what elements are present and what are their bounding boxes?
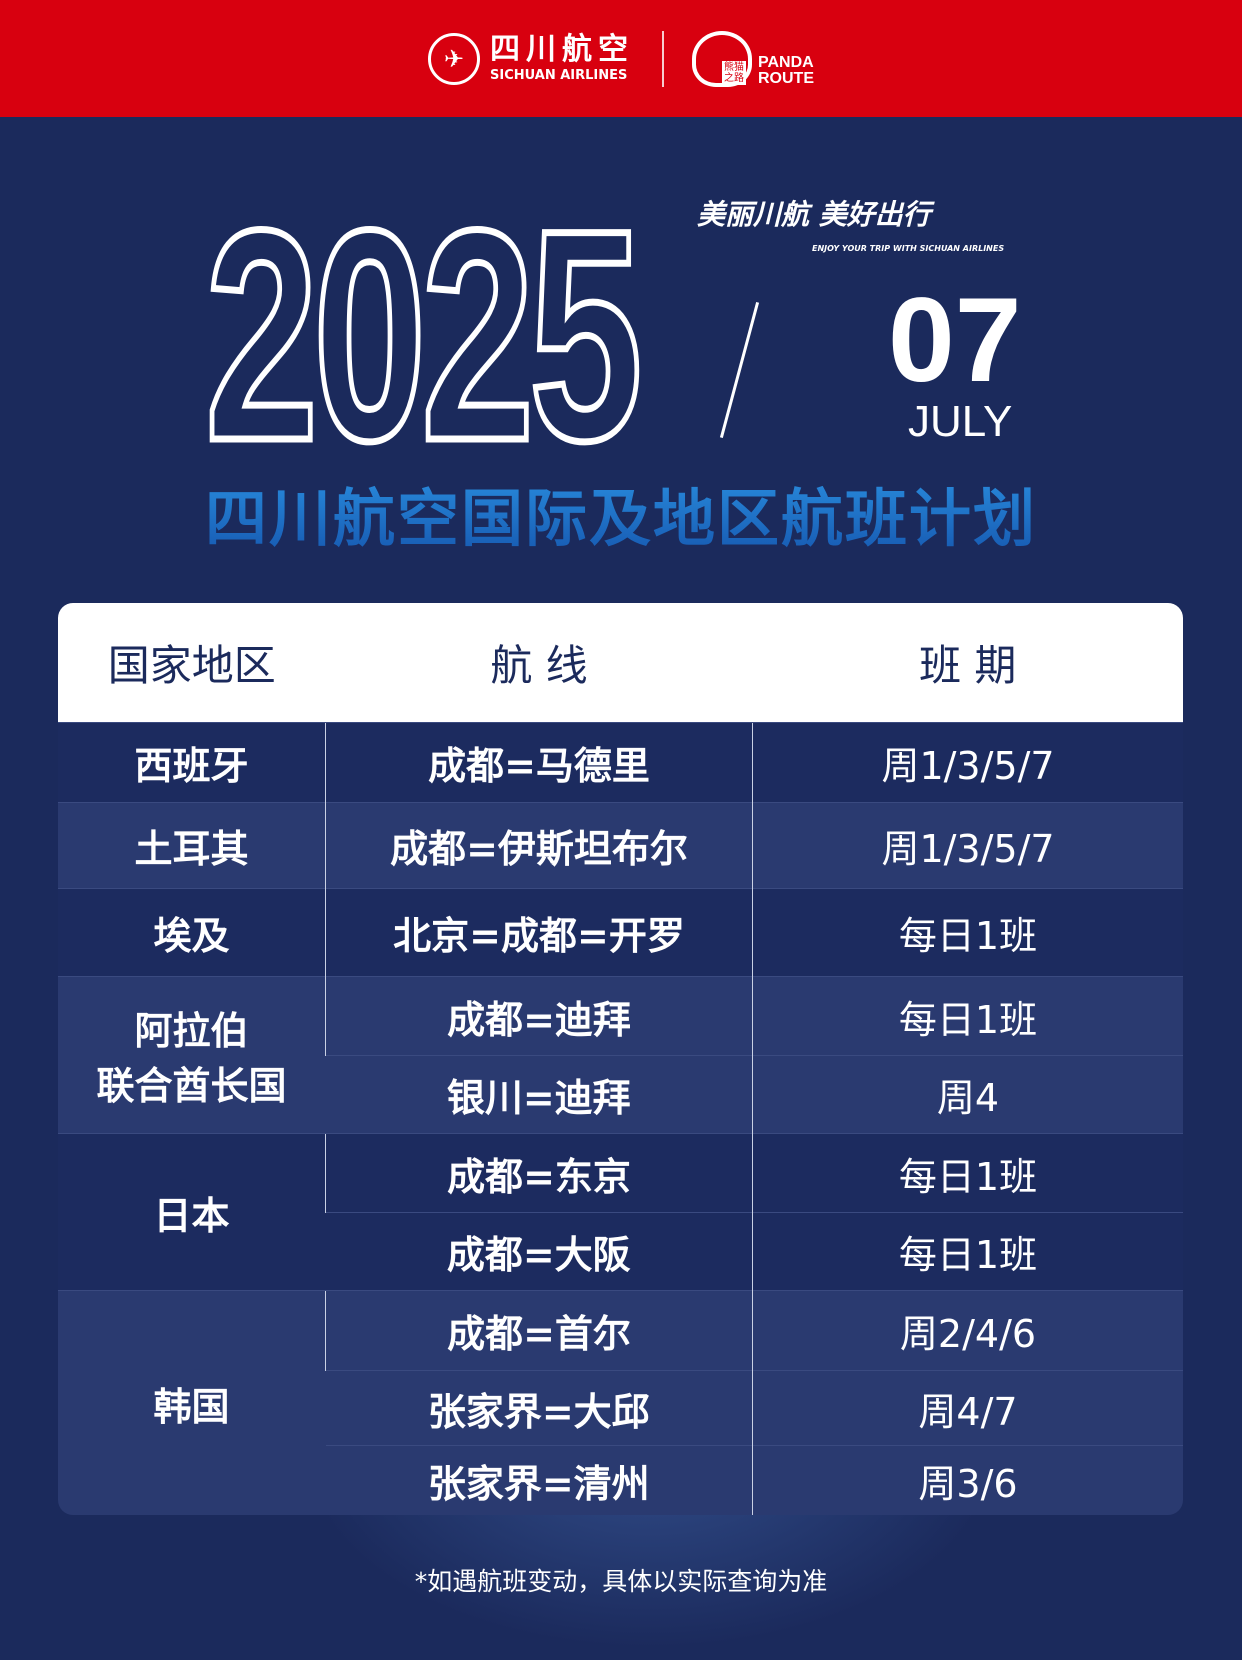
schedule-cell: 周4/7 xyxy=(752,1370,1183,1446)
country-cell: 日本 xyxy=(58,1133,326,1291)
country-cell: 埃及 xyxy=(58,888,326,977)
schedule-cell: 每日1班 xyxy=(752,1212,1183,1291)
route-cell: 成都=伊斯坦布尔 xyxy=(325,802,753,889)
brand-header: ✈ 四川航空 SICHUAN AIRLINES 熊猫之路 PANDA ROUTE xyxy=(0,0,1242,117)
route-cell: 成都=首尔 xyxy=(325,1290,753,1371)
country-cell: 西班牙 xyxy=(58,722,326,803)
divider xyxy=(662,30,664,87)
route-cell: 成都=东京 xyxy=(325,1133,753,1213)
table-row: 张家界=大邱 周4/7 xyxy=(58,1370,1183,1446)
schedule-cell: 周3/6 xyxy=(752,1445,1183,1515)
footnote: *如遇航班变动，具体以实际查询为准 xyxy=(414,1567,828,1596)
country-cell: 土耳其 xyxy=(58,802,326,889)
route-cell: 张家界=清州 xyxy=(325,1445,753,1515)
schedule-cell: 每日1班 xyxy=(752,888,1183,977)
slash-divider xyxy=(719,301,760,439)
month-number: 07 xyxy=(888,273,1022,407)
table-row: 西班牙 成都=马德里 周1/3/5/7 xyxy=(58,722,1183,803)
schedule-cell: 周2/4/6 xyxy=(752,1290,1183,1371)
schedule-cell: 每日1班 xyxy=(752,976,1183,1056)
country-cell: 韩国 xyxy=(58,1290,326,1515)
route-cell: 成都=马德里 xyxy=(325,722,753,803)
panda-route-seal-cn: 熊猫之路 xyxy=(722,60,746,85)
airline-name-en: SICHUAN AIRLINES xyxy=(490,68,628,83)
schedule-cell: 每日1班 xyxy=(752,1133,1183,1213)
year: 2025 xyxy=(203,167,645,503)
flight-schedule-table: 国家地区 航 线 班 期 西班牙 成都=马德里 周1/3/5/7 土耳其 成都=伊斯坦布… xyxy=(57,602,1184,1516)
table-row: 张家界=清州 周3/6 xyxy=(58,1445,1183,1515)
panda-icon: 熊猫之路 xyxy=(692,30,752,87)
slogan-en: ENJOY YOUR TRIP WITH SICHUAN AIRLINES xyxy=(812,244,1005,253)
header-schedule: 班 期 xyxy=(752,603,1183,723)
table-row: 埃及 北京=成都=开罗 每日1班 xyxy=(58,888,1183,977)
panda-route-line2: ROUTE xyxy=(758,69,814,87)
schedule-cell: 周4 xyxy=(752,1055,1183,1134)
panda-route-logo: 熊猫之路 PANDA ROUTE xyxy=(692,30,814,87)
bird-emblem-icon: ✈ xyxy=(428,32,480,85)
route-cell: 成都=迪拜 xyxy=(325,976,753,1056)
table-row: 土耳其 成都=伊斯坦布尔 周1/3/5/7 xyxy=(58,802,1183,889)
table-row: 日本 成都=东京 每日1班 xyxy=(58,1133,1183,1291)
month-name: JULY xyxy=(908,397,1013,446)
route-cell: 银川=迪拜 xyxy=(325,1055,753,1134)
table-row: 成都=大阪 每日1班 xyxy=(58,1212,1183,1291)
table-row: 银川=迪拜 周4 xyxy=(58,1055,1183,1134)
table-row: 阿拉伯 联合酋长国 成都=迪拜 每日1班 xyxy=(58,976,1183,1134)
slogan: 美丽川航 美好出行 xyxy=(697,198,931,231)
country-cell: 阿拉伯 联合酋长国 xyxy=(58,976,326,1134)
page-title: 四川航空国际及地区航班计划 xyxy=(0,468,1242,558)
header-country: 国家地区 xyxy=(58,603,326,723)
schedule-cell: 周1/3/5/7 xyxy=(752,802,1183,889)
route-cell: 成都=大阪 xyxy=(325,1212,753,1291)
panda-route-line1: PANDA xyxy=(758,53,814,71)
table-row: 韩国 成都=首尔 周2/4/6 xyxy=(58,1290,1183,1515)
header-route: 航 线 xyxy=(325,603,753,723)
schedule-cell: 周1/3/5/7 xyxy=(752,722,1183,803)
route-cell: 张家界=大邱 xyxy=(325,1370,753,1446)
airline-name-cn: 四川航空 xyxy=(490,32,634,67)
sichuan-airlines-logo: ✈ 四川航空 SICHUAN AIRLINES xyxy=(428,32,634,85)
route-cell: 北京=成都=开罗 xyxy=(325,888,753,977)
